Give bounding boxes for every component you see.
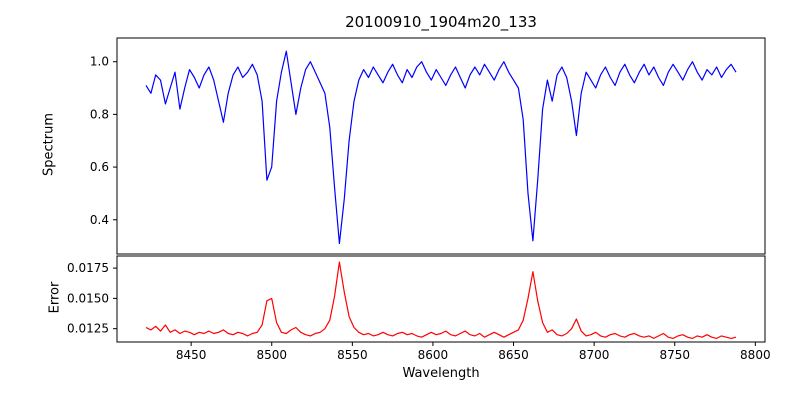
y-tick-label: 1.0 [90,55,109,69]
spectrum-axis-label: Spectrum [41,113,57,176]
x-axis-label: Wavelength [402,366,480,381]
x-tick-label: 8600 [418,348,449,362]
x-tick-label: 8500 [256,348,287,362]
error-axis-label: Error [47,281,63,314]
y-tick-label: 0.6 [90,160,109,174]
x-tick-label: 8700 [579,348,610,362]
x-tick-label: 8750 [659,348,690,362]
panel-border-0 [116,37,766,255]
panel-border-1 [116,255,766,343]
error-line [145,261,737,339]
x-tick-label: 8650 [498,348,529,362]
x-tick-label: 8800 [740,348,771,362]
chart-title: 20100910_1904m20_133 [345,13,537,31]
spectrum-line [145,50,737,245]
x-tick-label: 8450 [176,348,207,362]
y-tick-label: 0.0175 [67,261,109,275]
y-tick-label: 0.0125 [67,322,109,336]
y-tick-label: 0.8 [90,107,109,121]
y-tick-label: 0.0150 [67,291,109,305]
x-tick-label: 8550 [337,348,368,362]
y-tick-label: 0.4 [90,213,109,227]
